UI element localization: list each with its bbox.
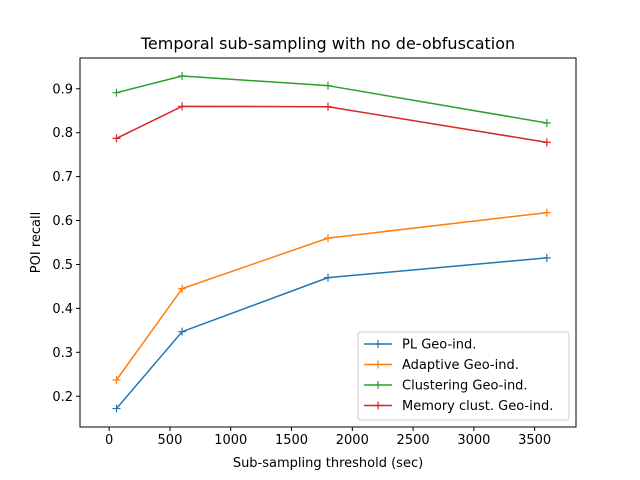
- y-tick-label: 0.5: [52, 258, 73, 273]
- y-tick-label: 0.3: [52, 346, 73, 361]
- legend-item-pl-geo-ind: PL Geo-ind.: [364, 338, 476, 353]
- data-point-pl-geo-ind: [112, 404, 121, 413]
- series-line-adaptive-geo-ind: [115, 211, 547, 381]
- legend-marker-icon: [374, 381, 382, 389]
- x-tick-label: 3500: [518, 433, 551, 448]
- x-axis: 0 500 1000 1500 2000 2500 3000 3500: [105, 427, 551, 448]
- legend: PL Geo-ind. Adaptive Geo-ind. Clustering G…: [357, 331, 570, 421]
- x-tick-label: 1500: [275, 433, 308, 448]
- y-tick-label: 0.7: [52, 170, 73, 185]
- y-axis-label: POI recall: [29, 212, 44, 273]
- legend-label: Clustering Geo-ind.: [402, 379, 528, 394]
- data-point-adaptive-geo-ind: [178, 284, 187, 293]
- legend-marker-icon: [374, 401, 382, 410]
- data-point-pl-geo-ind: [178, 327, 187, 336]
- data-point-adaptive-geo-ind: [112, 375, 121, 384]
- legend-label: Adaptive Geo-ind.: [402, 358, 519, 373]
- data-point-pl-geo-ind: [542, 253, 551, 262]
- y-tick-label: 0.6: [52, 214, 73, 229]
- legend-frame: [357, 331, 570, 421]
- plot-area-frame: [79, 57, 577, 428]
- legend-label: Memory clust. Geo-ind.: [402, 399, 553, 414]
- legend-item-adaptive-geo-ind: Adaptive Geo-ind.: [364, 358, 519, 373]
- series-line-memory-clust-geo-ind: [116, 105, 547, 144]
- data-point-memory-clust-geo-ind: [112, 134, 121, 143]
- x-tick-label: 2000: [336, 433, 369, 448]
- y-tick-label: 0.8: [52, 126, 73, 141]
- x-tick-label: 3000: [457, 433, 490, 448]
- x-tick-label: 2500: [397, 433, 430, 448]
- data-point-memory-clust-geo-ind: [324, 102, 332, 111]
- x-tick-label: 500: [158, 433, 183, 448]
- series-line-pl-geo-ind: [115, 257, 547, 410]
- legend-marker-icon: [374, 360, 382, 369]
- y-tick-label: 0.4: [52, 302, 73, 317]
- x-tick-label: 0: [105, 433, 113, 448]
- data-point-clustering-geo-ind: [542, 119, 551, 128]
- data-point-memory-clust-geo-ind: [178, 102, 187, 111]
- legend-label: PL Geo-ind.: [402, 338, 476, 353]
- data-point-clustering-geo-ind: [178, 72, 187, 81]
- legend-item-clustering-geo-ind: Clustering Geo-ind.: [364, 379, 528, 394]
- legend-marker-icon: [374, 340, 382, 348]
- x-axis-label: Sub-sampling threshold (sec): [233, 456, 423, 471]
- series-layer: [112, 72, 551, 413]
- y-axis: 0.2 0.3 0.4 0.5 0.6 0.7 0.8 0.9: [52, 82, 80, 405]
- data-point-clustering-geo-ind: [112, 88, 121, 97]
- data-point-pl-geo-ind: [324, 273, 332, 282]
- y-tick-label: 0.2: [52, 390, 73, 405]
- y-tick-label: 0.9: [52, 82, 73, 97]
- data-point-clustering-geo-ind: [324, 81, 332, 90]
- series-line-clustering-geo-ind: [116, 75, 547, 124]
- x-tick-label: 1000: [214, 433, 247, 448]
- data-point-memory-clust-geo-ind: [542, 138, 551, 147]
- chart-title: Temporal sub-sampling with no de-obfusca…: [140, 34, 515, 53]
- data-point-adaptive-geo-ind: [324, 234, 332, 243]
- legend-item-memory-clust-geo-ind: Memory clust. Geo-ind.: [364, 399, 553, 414]
- data-point-adaptive-geo-ind: [542, 208, 551, 217]
